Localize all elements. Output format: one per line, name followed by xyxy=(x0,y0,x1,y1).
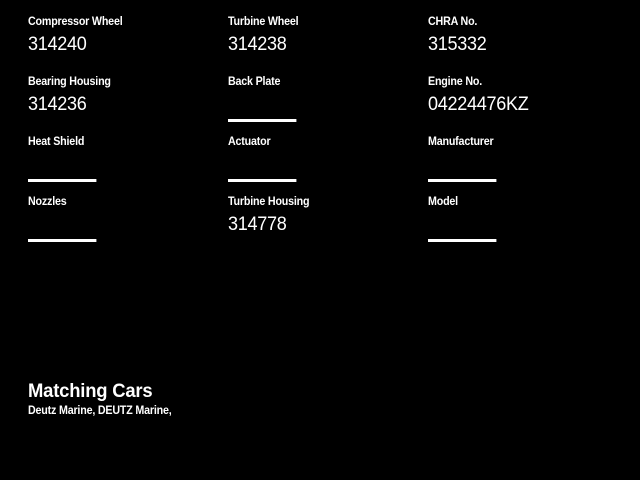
spec-label: Turbine Wheel xyxy=(228,16,299,28)
spec-field-back-plate: Back Plate xyxy=(228,76,428,136)
spec-label: Back Plate xyxy=(228,76,281,88)
spec-row: Heat Shield Actuator Manufacturer xyxy=(28,136,612,196)
spec-field-actuator: Actuator xyxy=(228,136,428,196)
spec-field-nozzles: Nozzles xyxy=(28,196,228,256)
spec-label: Engine No. xyxy=(428,76,482,88)
matching-cars-section: Matching Cars Deutz Marine, DEUTZ Marine… xyxy=(28,381,612,418)
matching-cars-list: Deutz Marine, DEUTZ Marine, xyxy=(28,405,172,417)
spec-value-placeholder xyxy=(28,149,218,182)
spec-row: Compressor Wheel 314240 Turbine Wheel 31… xyxy=(28,16,612,76)
spec-value: 314236 xyxy=(28,94,87,115)
spec-row: Bearing Housing 314236 Back Plate Engine… xyxy=(28,76,612,136)
spec-label: Turbine Housing xyxy=(228,196,310,208)
spec-field-turbine-wheel: Turbine Wheel 314238 xyxy=(228,16,428,76)
spec-field-chra-no: CHRA No. 315332 xyxy=(428,16,628,76)
spec-field-turbine-housing: Turbine Housing 314778 xyxy=(228,196,428,256)
spec-row: Nozzles Turbine Housing 314778 Model xyxy=(28,196,612,256)
spec-field-model: Model xyxy=(428,196,628,256)
spec-value-placeholder xyxy=(28,209,218,242)
spec-field-compressor-wheel: Compressor Wheel 314240 xyxy=(28,16,228,76)
spec-field-bearing-housing: Bearing Housing 314236 xyxy=(28,76,228,136)
spec-value: 314238 xyxy=(228,34,287,55)
spec-label: Nozzles xyxy=(28,196,67,208)
spec-value: 315332 xyxy=(428,34,487,55)
spec-value-placeholder xyxy=(428,209,618,242)
spec-field-heat-shield: Heat Shield xyxy=(28,136,228,196)
spec-label: Compressor Wheel xyxy=(28,16,123,28)
spec-sheet-grid: Compressor Wheel 314240 Turbine Wheel 31… xyxy=(28,16,612,256)
spec-label: Manufacturer xyxy=(428,136,494,148)
spec-field-manufacturer: Manufacturer xyxy=(428,136,628,196)
spec-value-placeholder xyxy=(228,149,418,182)
spec-label: Heat Shield xyxy=(28,136,85,148)
spec-value: 04224476KZ xyxy=(428,94,529,115)
spec-label: Model xyxy=(428,196,458,208)
spec-value: 314240 xyxy=(28,34,87,55)
spec-value: 314778 xyxy=(228,214,287,235)
spec-label: Bearing Housing xyxy=(28,76,111,88)
matching-cars-title: Matching Cars xyxy=(28,381,153,402)
spec-field-engine-no: Engine No. 04224476KZ xyxy=(428,76,628,136)
spec-value-placeholder xyxy=(428,149,618,182)
spec-value-placeholder xyxy=(228,89,418,122)
spec-label: CHRA No. xyxy=(428,16,478,28)
spec-label: Actuator xyxy=(228,136,271,148)
